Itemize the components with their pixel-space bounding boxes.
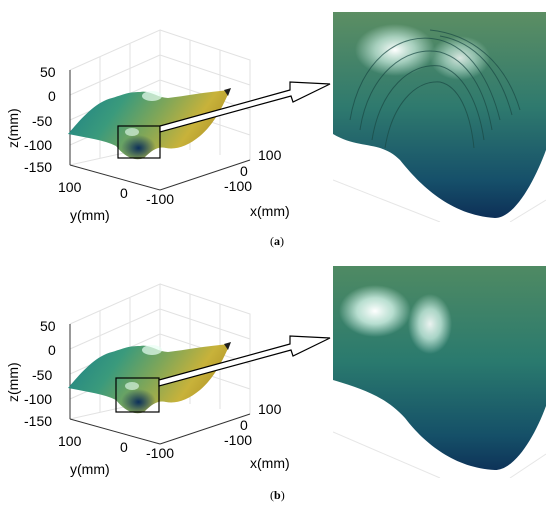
surface-mesh bbox=[68, 88, 231, 160]
zoom-arrow bbox=[158, 335, 331, 387]
y-tick: -100 bbox=[146, 191, 175, 207]
x-tick: -100 bbox=[224, 178, 253, 194]
z-tick: -50 bbox=[32, 113, 53, 129]
surface-plot-b bbox=[68, 266, 546, 478]
panel-caption: (b) bbox=[270, 488, 285, 502]
y-tick: 100 bbox=[58, 179, 82, 195]
y-tick: 0 bbox=[120, 439, 128, 455]
surface-mesh bbox=[68, 342, 231, 414]
z-tick: -50 bbox=[32, 367, 53, 383]
zoom-inset-b bbox=[333, 266, 546, 478]
x-tick: 0 bbox=[240, 163, 248, 179]
z-axis-label: z(mm) bbox=[5, 362, 21, 402]
z-tick: 50 bbox=[40, 318, 56, 334]
y-tick: 0 bbox=[120, 185, 128, 201]
y-tick: 100 bbox=[58, 433, 82, 449]
z-tick: 50 bbox=[40, 64, 56, 80]
y-tick: -100 bbox=[146, 445, 175, 461]
axes-lines bbox=[69, 324, 251, 445]
zoom-region-box bbox=[117, 125, 161, 159]
z-tick: 0 bbox=[48, 342, 56, 358]
z-tick: -150 bbox=[24, 413, 53, 429]
panel-b: 50 0 -50 -100 -150 z(mm) 100 0 -100 y(mm… bbox=[0, 256, 550, 511]
y-axis-label: y(mm) bbox=[70, 461, 110, 477]
z-axis-label: z(mm) bbox=[5, 108, 21, 148]
z-tick: -150 bbox=[24, 159, 53, 175]
y-axis-label: y(mm) bbox=[70, 207, 110, 223]
panel-a: 50 0 -50 -100 -150 z(mm) 100 0 -100 y(mm… bbox=[5, 12, 546, 248]
x-tick: 0 bbox=[240, 417, 248, 433]
x-tick: 100 bbox=[258, 401, 282, 417]
x-axis-label: x(mm) bbox=[250, 203, 290, 219]
zoom-region-box bbox=[115, 377, 160, 413]
x-axis-label: x(mm) bbox=[250, 455, 290, 471]
zoom-inset-a bbox=[333, 12, 546, 222]
inset-streaks bbox=[349, 29, 521, 149]
z-tick: 0 bbox=[48, 88, 56, 104]
zoom-arrow bbox=[159, 81, 331, 133]
z-tick: -100 bbox=[24, 391, 53, 407]
x-tick: 100 bbox=[258, 147, 282, 163]
x-tick: -100 bbox=[224, 432, 253, 448]
panel-caption: (a) bbox=[270, 234, 284, 248]
z-tick: -100 bbox=[24, 137, 53, 153]
axes-lines bbox=[69, 70, 251, 191]
surface-plot-a bbox=[68, 12, 546, 222]
